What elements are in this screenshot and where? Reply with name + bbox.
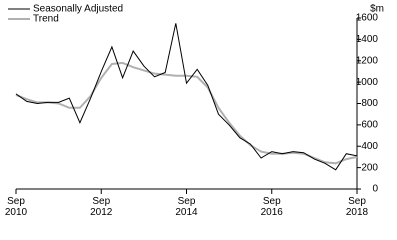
series-line xyxy=(15,23,358,171)
y-tick-label: 400 xyxy=(361,141,378,152)
y-tick-label: 200 xyxy=(361,162,378,173)
y-tick-label: 600 xyxy=(361,120,378,131)
x-tick-label: Sep 2014 xyxy=(175,196,198,218)
y-tick-label: 800 xyxy=(361,98,378,109)
chart: $m 0 200 400 600 800 1000 1200 1400 1600 Seasonal… xyxy=(4,4,384,218)
series-line xyxy=(15,61,358,165)
y-tick-label: 1400 xyxy=(356,34,379,45)
chart-svg: $m 0 200 400 600 800 1000 1200 1400 1600 Seasonal… xyxy=(8,4,384,195)
y-tick-label: 1600 xyxy=(356,13,379,24)
y-tick-label: 1000 xyxy=(356,77,379,88)
legend-label: Seasonally Adjusted xyxy=(33,4,123,15)
x-tick-label: Sep 2012 xyxy=(90,196,113,218)
x-tick-label: Sep 2018 xyxy=(345,196,369,218)
x-tick-label: Sep 2016 xyxy=(260,196,283,218)
x-tick-label: Sep 2010 xyxy=(4,196,28,218)
y-tick-label: 0 xyxy=(372,184,378,195)
y-tick-label: 1200 xyxy=(356,55,379,66)
legend-label: Trend xyxy=(33,14,59,25)
y-axis-unit: $m xyxy=(370,4,384,15)
